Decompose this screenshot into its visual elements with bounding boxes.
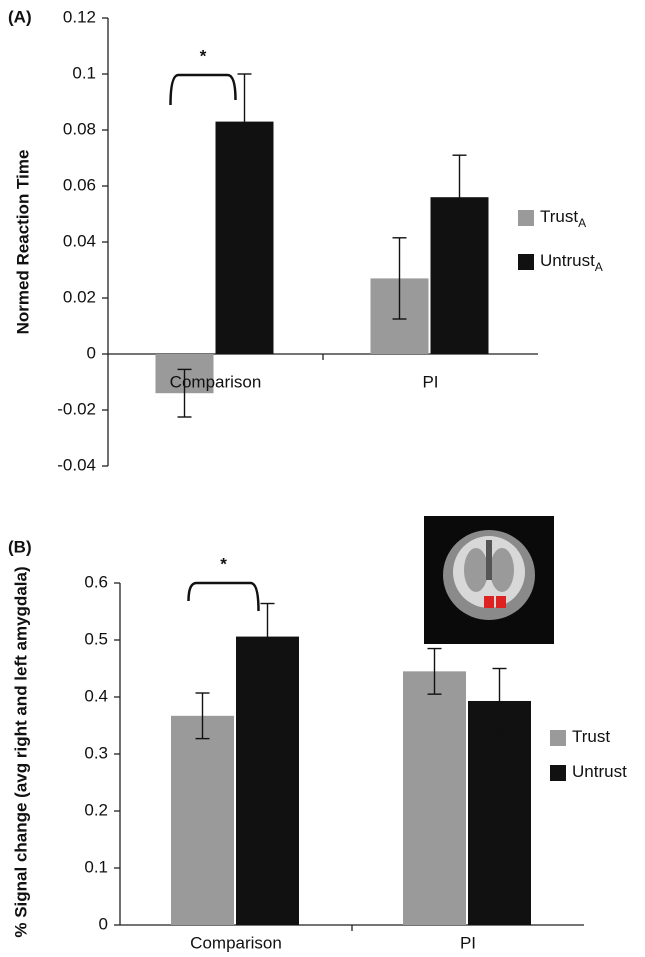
x-tick-label: Comparison [190,933,282,952]
error-bar [260,602,275,671]
y-tick-label: 0 [99,914,108,933]
legend-name: Untrust [572,762,627,781]
legend-swatch [518,210,534,226]
y-tick-label: 0.06 [63,175,96,194]
y-tick-label: 0.1 [84,857,108,876]
y-tick-label: -0.02 [57,399,96,418]
y-tick-label: 0.02 [63,287,96,306]
legend-name: Trust [572,727,610,746]
y-tick-label: 0.3 [84,743,108,762]
bar [403,671,466,925]
y-tick-label: 0.6 [84,572,108,591]
significance-bracket [169,73,237,106]
significance-bracket [187,581,260,612]
legend-swatch [550,765,566,781]
y-tick-label: 0.4 [84,686,108,705]
y-tick-label: -0.04 [57,455,96,474]
legend-name: Trust [540,207,578,226]
y-tick-label: 0.04 [63,231,96,250]
legend-subscript: A [578,216,586,230]
y-tick-label: 0.5 [84,629,108,648]
error-bar [427,647,442,695]
significance-star: * [220,554,227,573]
x-tick-label: PI [422,372,438,391]
y-tick-label: 0.1 [72,63,96,82]
legend-swatch [518,254,534,270]
legend-label: Trust [572,727,610,746]
legend-label: TrustA [540,207,586,230]
legend-label: Untrust [572,762,627,781]
y-tick-label: 0.2 [84,800,108,819]
legend-swatch [550,730,566,746]
y-tick-label: 0.08 [63,119,96,138]
brain-inset [424,516,554,644]
panel-label: (B) [8,537,32,556]
significance-star: * [200,46,207,65]
error-bar [392,237,407,320]
x-tick-label: Comparison [170,372,262,391]
y-tick-label: 0.12 [63,7,96,26]
y-axis-label: % Signal change (avg right and left amyg… [11,566,30,937]
legend-label: UntrustA [540,251,603,274]
y-axis-label: Normed Reaction Time [13,150,32,335]
legend-name: Untrust [540,251,595,270]
bar [236,636,299,925]
legend-subscript: A [595,260,603,274]
error-bar [492,667,507,735]
error-bar [195,692,210,740]
error-bar [452,154,467,240]
error-bar [177,368,192,418]
panel-label: (A) [8,7,32,26]
bar [468,700,531,925]
error-bar [237,73,252,170]
x-tick-label: PI [460,933,476,952]
bar [171,715,234,925]
y-tick-label: 0 [87,343,96,362]
